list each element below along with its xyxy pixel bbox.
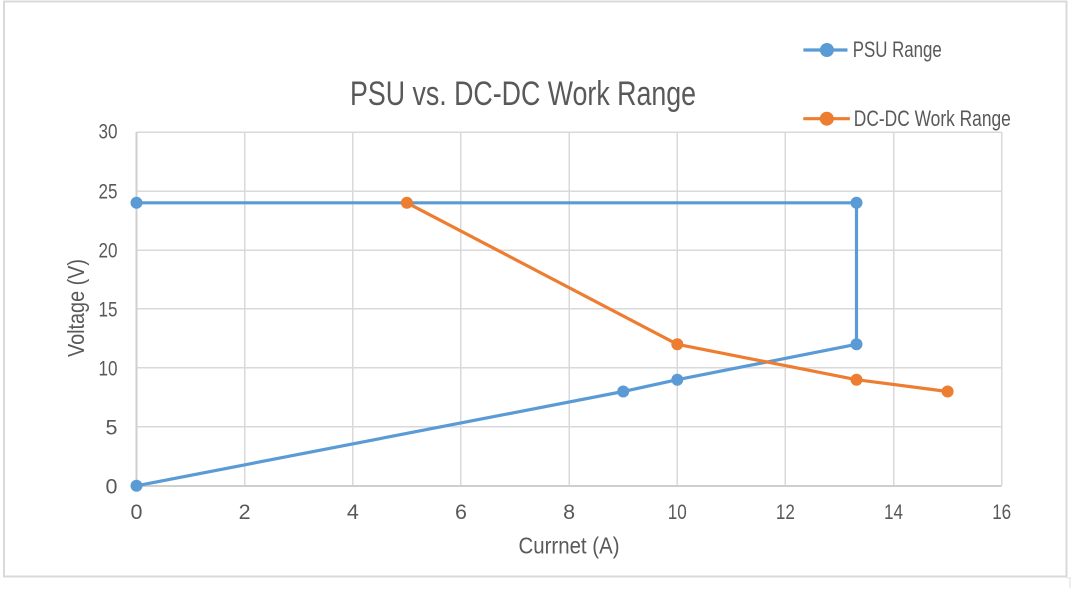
svg-text:8: 8 bbox=[563, 500, 575, 524]
svg-text:20: 20 bbox=[99, 239, 118, 263]
svg-text:10: 10 bbox=[668, 500, 687, 524]
svg-text:Tc: Tc bbox=[1065, 575, 1071, 592]
svg-text:16: 16 bbox=[992, 500, 1011, 524]
svg-text:PSU vs. DC-DC Work Range: PSU vs. DC-DC Work Range bbox=[350, 75, 696, 113]
svg-text:DC-DC Work Range: DC-DC Work Range bbox=[854, 106, 1011, 131]
svg-text:Voltage (V): Voltage (V) bbox=[63, 259, 89, 357]
svg-text:0: 0 bbox=[106, 474, 118, 498]
svg-text:0: 0 bbox=[131, 500, 143, 524]
svg-text:Currnet (A): Currnet (A) bbox=[519, 533, 620, 559]
svg-text:5: 5 bbox=[106, 415, 118, 439]
svg-text:PSU Range: PSU Range bbox=[853, 37, 942, 62]
svg-text:30: 30 bbox=[99, 120, 118, 144]
svg-text:25: 25 bbox=[99, 180, 118, 204]
svg-text:10: 10 bbox=[99, 356, 118, 380]
svg-text:6: 6 bbox=[455, 500, 467, 524]
svg-text:12: 12 bbox=[776, 500, 795, 524]
svg-text:14: 14 bbox=[884, 500, 903, 524]
svg-text:15: 15 bbox=[99, 297, 118, 321]
svg-text:2: 2 bbox=[239, 500, 251, 524]
svg-text:4: 4 bbox=[347, 500, 359, 524]
